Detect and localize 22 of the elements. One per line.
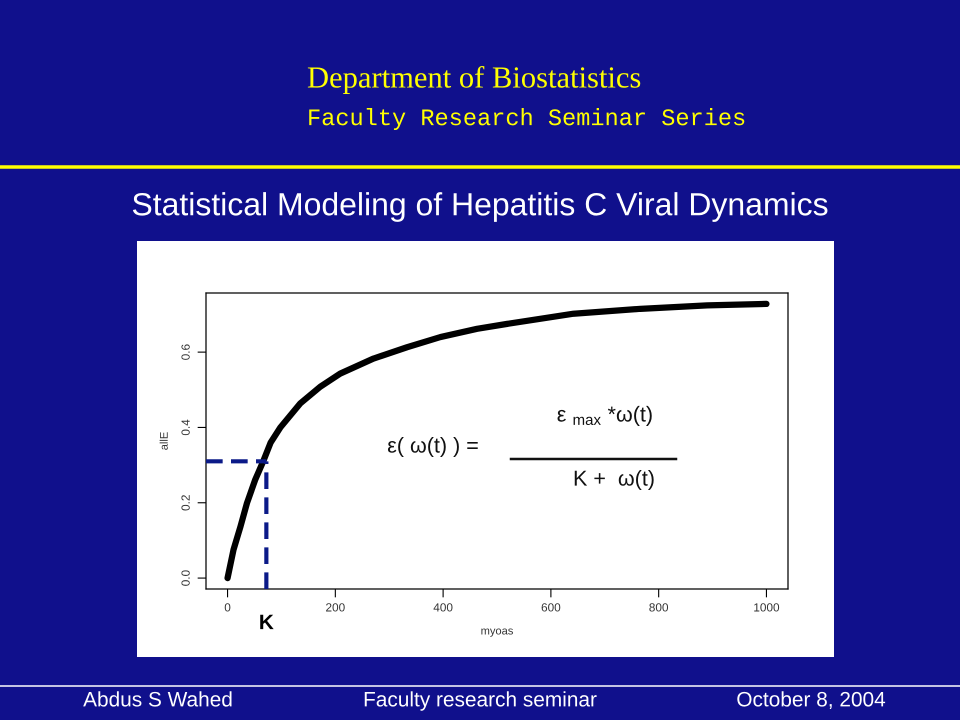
chart-title: Statistical Modeling of Hepatitis C Viral Dynamics <box>132 192 828 222</box>
text: Faculty research seminar <box>364 691 597 711</box>
text: Faculty Research Seminar Series <box>309 108 744 130</box>
x-tick-label: 1000 <box>754 603 780 612</box>
y-tick-label: 0.0 <box>181 570 190 586</box>
annotation: ε( ω(t) ) = <box>388 436 478 458</box>
text: Department of Biostatistics <box>308 66 640 94</box>
y-tick-label: 0.2 <box>181 495 190 511</box>
text: October 8, 2004 <box>737 691 886 710</box>
ref-line-label: K <box>260 614 274 630</box>
x-tick-label: 800 <box>649 603 668 612</box>
text: Abdus S Wahed <box>83 691 232 707</box>
annotation: ε $_{max}$ *ω(t) <box>558 406 652 426</box>
x-tick-label: 200 <box>326 603 345 612</box>
y-tick-label: 0.4 <box>181 420 190 436</box>
x-tick-label: 400 <box>434 603 452 612</box>
x-tick-label: 0 <box>224 603 230 612</box>
y-tick-label: 0.6 <box>181 344 190 360</box>
y-axis-title: allE <box>160 432 168 450</box>
x-axis-title: myoas <box>481 628 513 637</box>
annotation: K + ω(t) <box>574 470 654 490</box>
x-tick-label: 600 <box>542 603 560 612</box>
